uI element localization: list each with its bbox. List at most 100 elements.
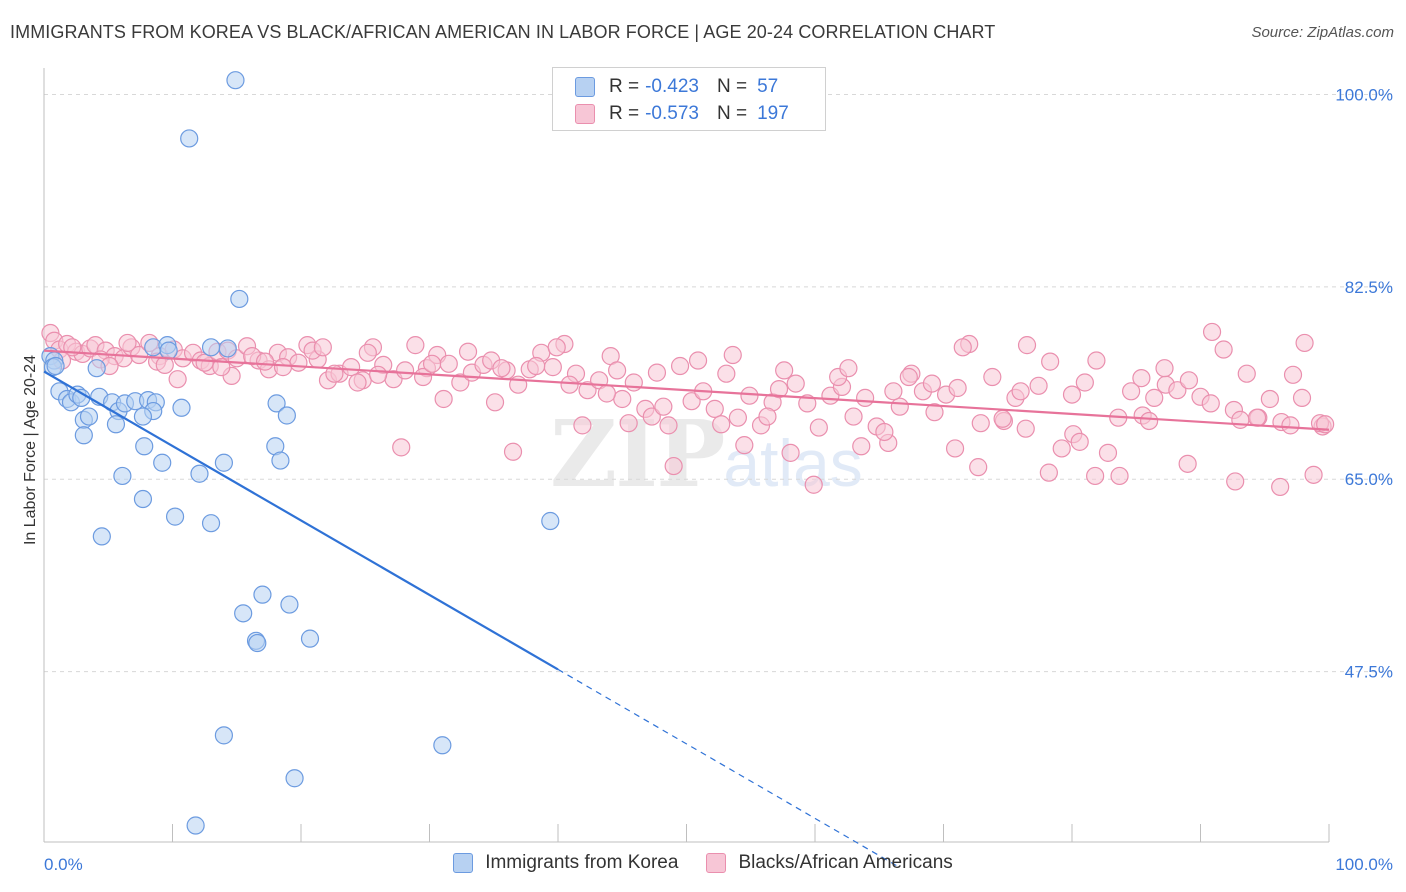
legend-label-korea: Immigrants from Korea	[485, 852, 679, 873]
y-tick-label: 100.0%	[1335, 85, 1393, 104]
x-tick-label: 0.0%	[44, 855, 83, 874]
data-point-black	[608, 361, 627, 380]
data-point-black	[619, 414, 638, 433]
data-point-black	[1070, 432, 1089, 451]
data-point-black	[527, 356, 546, 376]
data-point-black	[1145, 388, 1164, 407]
data-point-black	[1132, 369, 1151, 388]
data-point-korea	[87, 359, 106, 378]
data-point-korea	[253, 585, 272, 604]
data-point-black	[342, 358, 361, 377]
tick-labels: 100.0% 82.5% 65.0% 47.5% 0.0% 100.0%	[44, 85, 1393, 874]
data-point-black	[728, 408, 748, 427]
data-point-black	[740, 386, 759, 405]
trend-line-black	[43, 349, 1330, 431]
data-point-korea	[226, 71, 245, 90]
data-point-black	[642, 407, 661, 426]
data-point-black	[1202, 322, 1222, 342]
data-point-black	[492, 359, 511, 378]
data-point-black	[1247, 408, 1267, 427]
data-point-black	[1283, 365, 1303, 384]
data-point-korea	[113, 466, 132, 486]
data-point-black	[971, 414, 990, 433]
data-point-black	[1168, 381, 1187, 400]
legend-row-korea: R = -0.423 N = 57	[575, 74, 778, 100]
data-point-black	[1271, 477, 1290, 497]
y-tick-label: 82.5%	[1345, 278, 1393, 297]
data-point-black	[1237, 364, 1256, 383]
data-point-black	[804, 475, 823, 494]
data-point-black	[547, 338, 566, 357]
data-point-korea	[106, 415, 126, 434]
data-point-black	[856, 388, 875, 407]
r-label: R =	[609, 76, 640, 97]
data-point-black	[993, 409, 1012, 428]
data-point-korea	[234, 604, 253, 623]
legend-swatch-black	[706, 853, 727, 873]
data-point-korea	[285, 769, 304, 788]
trend-line-korea-extension	[557, 668, 899, 868]
data-point-black	[406, 336, 425, 355]
data-point-korea	[280, 595, 299, 614]
data-point-korea	[133, 489, 153, 509]
data-point-black	[925, 403, 944, 422]
data-point-black	[899, 367, 918, 387]
legend-item-black[interactable]: Blacks/African Americans	[706, 852, 953, 874]
data-point-black	[758, 407, 777, 426]
data-point-korea	[267, 394, 286, 413]
data-point-black	[439, 354, 458, 373]
y-axis-label: In Labor Force | Age 20-24	[22, 354, 39, 546]
data-point-black	[983, 367, 1002, 387]
data-point-black	[769, 379, 789, 399]
data-point-black	[664, 456, 683, 476]
data-point-korea	[153, 453, 172, 472]
data-point-black	[670, 356, 690, 376]
trend-lines	[43, 349, 1330, 868]
data-point-black	[1155, 359, 1174, 378]
data-point-black	[1260, 389, 1279, 409]
y-axis-label-wrap: In Labor Force | Age 20-24	[16, 300, 46, 600]
data-point-korea	[271, 451, 290, 470]
r-label: R =	[609, 103, 640, 124]
data-point-black	[168, 370, 187, 389]
data-point-black	[422, 354, 442, 373]
data-point-black	[369, 365, 388, 384]
data-point-black	[875, 422, 894, 442]
data-point-black	[1039, 463, 1058, 482]
data-point-black	[712, 415, 731, 434]
data-point-black	[503, 442, 523, 461]
legend-swatch-korea	[453, 853, 474, 873]
data-point-black	[1178, 454, 1197, 473]
data-point-black	[1226, 472, 1245, 491]
data-point-black	[890, 397, 909, 416]
legend-swatch-black	[575, 104, 595, 124]
legend-item-korea[interactable]: Immigrants from Korea	[453, 852, 678, 874]
data-point-black	[195, 353, 214, 372]
data-point-black	[798, 394, 817, 413]
data-point-black	[395, 361, 415, 380]
data-point-black	[1052, 439, 1071, 458]
data-point-black	[118, 333, 137, 353]
data-point-korea	[46, 356, 65, 376]
data-point-black	[1122, 382, 1141, 401]
n-value: 197	[757, 103, 789, 124]
series-immigrants-from-korea	[41, 71, 560, 835]
data-point-black	[458, 342, 478, 361]
data-point-black	[1292, 388, 1312, 407]
data-point-korea	[186, 816, 205, 835]
data-point-korea	[248, 633, 267, 653]
data-point-black	[786, 374, 805, 393]
data-point-korea	[190, 464, 209, 483]
data-point-black	[543, 358, 562, 377]
chart-title: IMMIGRANTS FROM KOREA VS BLACK/AFRICAN A…	[10, 22, 996, 42]
zipatlas-watermark: ZIPatlas	[550, 400, 863, 508]
data-point-black	[624, 373, 643, 392]
data-point-black	[313, 338, 332, 357]
data-point-black	[1139, 411, 1159, 431]
n-value: 57	[757, 76, 779, 97]
data-point-korea	[214, 726, 233, 745]
data-point-black	[945, 439, 965, 458]
data-point-korea	[218, 339, 237, 358]
data-point-black	[289, 353, 308, 372]
legend-swatch-korea	[575, 77, 595, 97]
